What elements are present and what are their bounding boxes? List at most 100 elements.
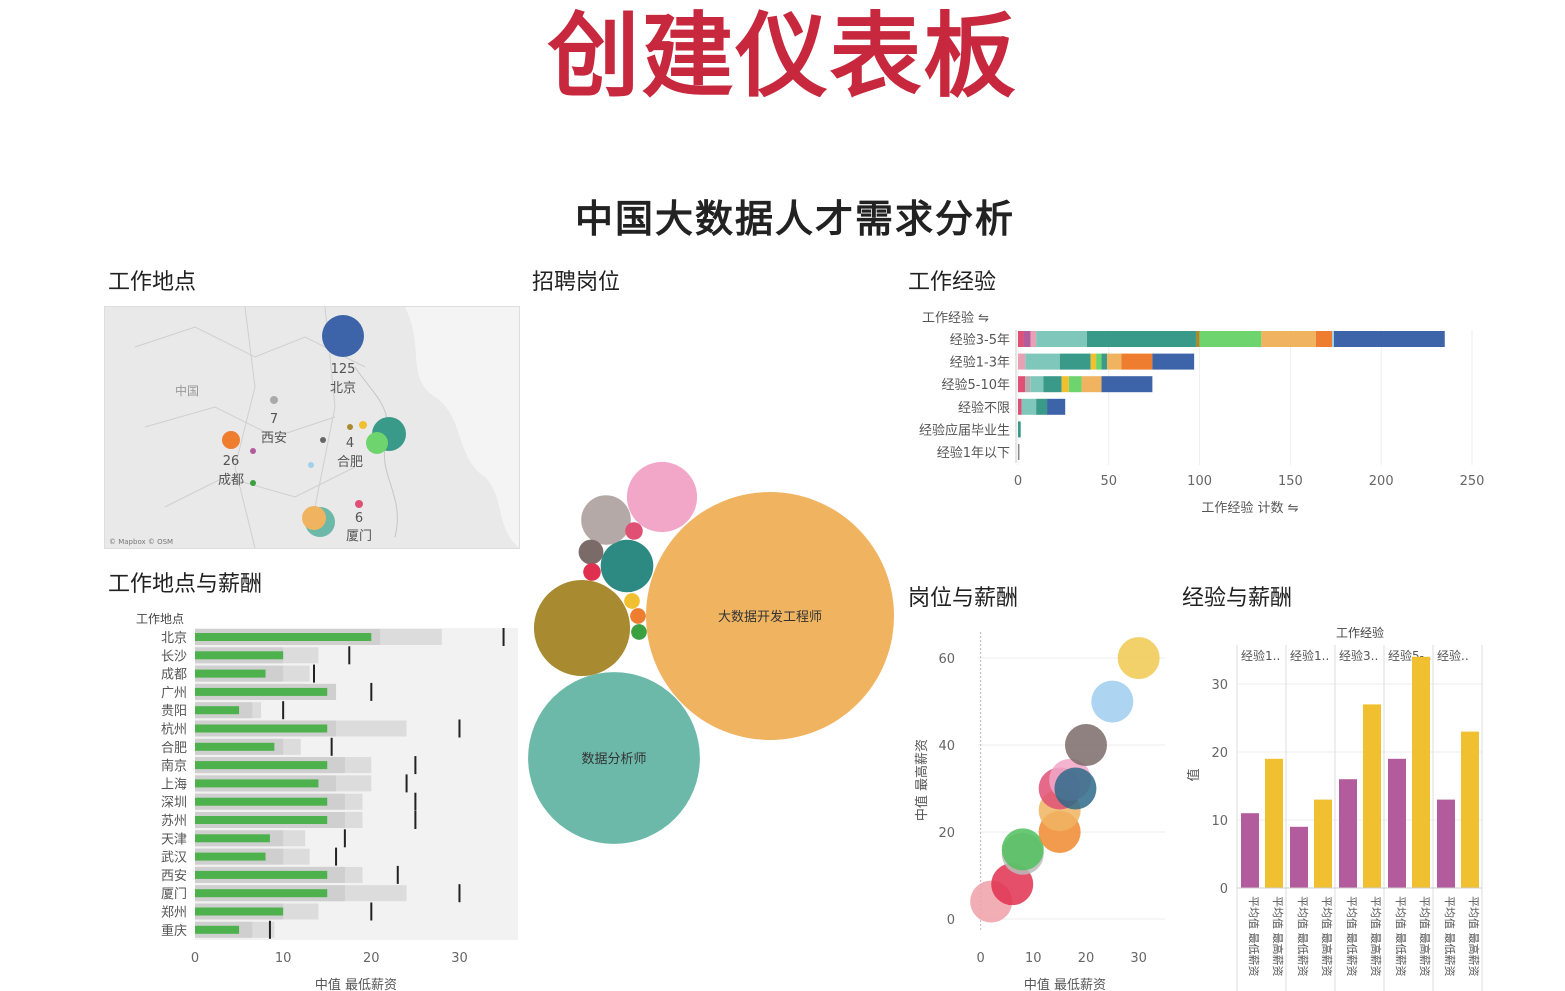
location-salary-city-label: 重庆 xyxy=(161,923,187,939)
experience-bar-segment[interactable] xyxy=(1199,331,1262,347)
map-point-chengdu[interactable] xyxy=(222,431,240,449)
location-salary-bar[interactable] xyxy=(195,742,275,751)
position-bubble[interactable] xyxy=(630,608,646,624)
map-value-xiamen: 6 xyxy=(355,511,363,526)
location-salary-bar[interactable] xyxy=(195,706,240,715)
experience-bar-segment[interactable] xyxy=(1021,398,1037,415)
position-bubble[interactable] xyxy=(533,579,631,677)
experience-bar-segment[interactable] xyxy=(1030,376,1044,393)
experience-bar-segment[interactable] xyxy=(1018,376,1026,393)
experience-bar-segment[interactable] xyxy=(1043,376,1062,393)
map-point-beijing[interactable] xyxy=(322,315,364,357)
map-point-small-6[interactable] xyxy=(250,480,256,486)
exp-salary-bar[interactable] xyxy=(1290,826,1308,888)
location-salary-bar[interactable] xyxy=(195,797,328,806)
map-point-xian[interactable] xyxy=(270,396,278,404)
experience-bar-segment[interactable] xyxy=(1018,353,1026,370)
location-salary-bar[interactable] xyxy=(195,633,372,641)
map-point-small-5[interactable] xyxy=(250,448,256,454)
location-salary-bar[interactable] xyxy=(195,834,270,843)
experience-bar-segment[interactable] xyxy=(1025,376,1031,393)
location-salary-bar[interactable] xyxy=(195,852,266,861)
map-point-small-2[interactable] xyxy=(359,421,367,429)
position-bubble[interactable] xyxy=(581,495,631,545)
map-point-south-2[interactable] xyxy=(302,506,326,530)
experience-bar-segment[interactable] xyxy=(1059,353,1091,370)
experience-bar-segment[interactable] xyxy=(1030,331,1037,347)
position-bubble[interactable] xyxy=(625,522,643,540)
location-salary-bar[interactable] xyxy=(195,779,319,788)
exp-salary-bar[interactable] xyxy=(1363,704,1381,888)
scatter-point[interactable] xyxy=(1117,637,1160,680)
experience-bar-segment[interactable] xyxy=(1152,353,1195,370)
location-salary-bar[interactable] xyxy=(195,724,328,733)
experience-bar-segment[interactable] xyxy=(1036,398,1048,415)
experience-salary-sheet-title: 经验与薪酬 xyxy=(1182,586,1293,611)
experience-bar-segment[interactable] xyxy=(1018,398,1022,415)
location-sheet-title: 工作地点 xyxy=(108,270,197,295)
exp-salary-bar[interactable] xyxy=(1461,731,1479,888)
exp-salary-bar[interactable] xyxy=(1265,758,1283,888)
exp-salary-bar[interactable] xyxy=(1437,799,1455,888)
location-salary-bar[interactable] xyxy=(195,687,328,696)
experience-bar-segment[interactable] xyxy=(1195,331,1200,347)
position-bubble[interactable] xyxy=(626,461,698,533)
location-salary-bar[interactable] xyxy=(195,816,328,824)
experience-bar-segment[interactable] xyxy=(1332,331,1334,347)
location-salary-bar[interactable] xyxy=(195,761,328,770)
scatter-point[interactable] xyxy=(1001,828,1044,871)
location-salary-bar[interactable] xyxy=(195,889,328,898)
location-salary-bar[interactable] xyxy=(195,669,266,678)
position-bubble[interactable] xyxy=(578,539,604,565)
map-point-hefei-2[interactable] xyxy=(366,432,388,454)
experience-bar-segment[interactable] xyxy=(1018,331,1024,347)
experience-bar-segment[interactable] xyxy=(1018,421,1021,438)
exp-salary-group-label: 经验1.. xyxy=(1241,648,1280,663)
exp-salary-bar[interactable] xyxy=(1241,813,1259,888)
experience-bar-segment[interactable] xyxy=(1121,353,1153,370)
location-salary-bar[interactable] xyxy=(195,907,284,916)
scatter-point[interactable] xyxy=(1064,724,1107,767)
exp-salary-bar[interactable] xyxy=(1388,758,1406,888)
experience-bar-segment[interactable] xyxy=(1061,376,1069,393)
experience-xtick: 100 xyxy=(1187,474,1212,489)
experience-bar-segment[interactable] xyxy=(1081,376,1102,393)
scatter-point[interactable] xyxy=(1091,680,1134,723)
exp-salary-bar[interactable] xyxy=(1314,799,1332,888)
experience-bar-segment[interactable] xyxy=(1025,353,1060,370)
scatter-point[interactable] xyxy=(1054,767,1097,810)
experience-bar-segment[interactable] xyxy=(1096,353,1102,370)
location-salary-bar[interactable] xyxy=(195,870,328,879)
experience-bar-segment[interactable] xyxy=(1101,353,1107,370)
location-salary-bar[interactable] xyxy=(195,651,284,660)
map-point-small-1[interactable] xyxy=(347,424,353,430)
experience-bar-segment[interactable] xyxy=(1087,331,1196,347)
experience-bar-segment[interactable] xyxy=(1018,444,1020,460)
exp-salary-bar[interactable] xyxy=(1339,779,1357,888)
location-salary-city-label: 苏州 xyxy=(161,813,187,829)
experience-bar-segment[interactable] xyxy=(1261,331,1316,347)
position-bubble[interactable] xyxy=(624,593,640,609)
map-point-small-4[interactable] xyxy=(308,462,314,468)
position-bubble[interactable] xyxy=(528,672,700,844)
location-map[interactable]: 中国 125 北京 7 西安 4 合肥 26 成都 6 厦门 © Mapbox … xyxy=(104,306,520,549)
experience-bar-segment[interactable] xyxy=(1090,353,1097,370)
experience-bar-segment[interactable] xyxy=(1047,398,1066,415)
exp-salary-group-label: 经验.. xyxy=(1437,648,1469,663)
map-point-xiamen[interactable] xyxy=(355,500,363,508)
map-point-small-3[interactable] xyxy=(320,437,326,443)
experience-bar-segment[interactable] xyxy=(1333,331,1445,347)
experience-bar-segment[interactable] xyxy=(1036,331,1088,347)
experience-bar-segment[interactable] xyxy=(1106,353,1122,370)
experience-bar-segment[interactable] xyxy=(1068,376,1082,393)
exp-salary-bar[interactable] xyxy=(1412,656,1430,888)
experience-bar-segment[interactable] xyxy=(1023,331,1031,347)
location-salary-bar[interactable] xyxy=(195,925,240,934)
position-bubble[interactable] xyxy=(646,492,894,740)
experience-bar-segment[interactable] xyxy=(1101,376,1153,393)
position-bubble[interactable] xyxy=(631,624,647,640)
location-salary-xtick: 0 xyxy=(191,951,199,966)
position-bubble[interactable] xyxy=(583,563,601,581)
experience-bar-segment[interactable] xyxy=(1315,331,1333,347)
position-bubble[interactable] xyxy=(600,539,654,593)
